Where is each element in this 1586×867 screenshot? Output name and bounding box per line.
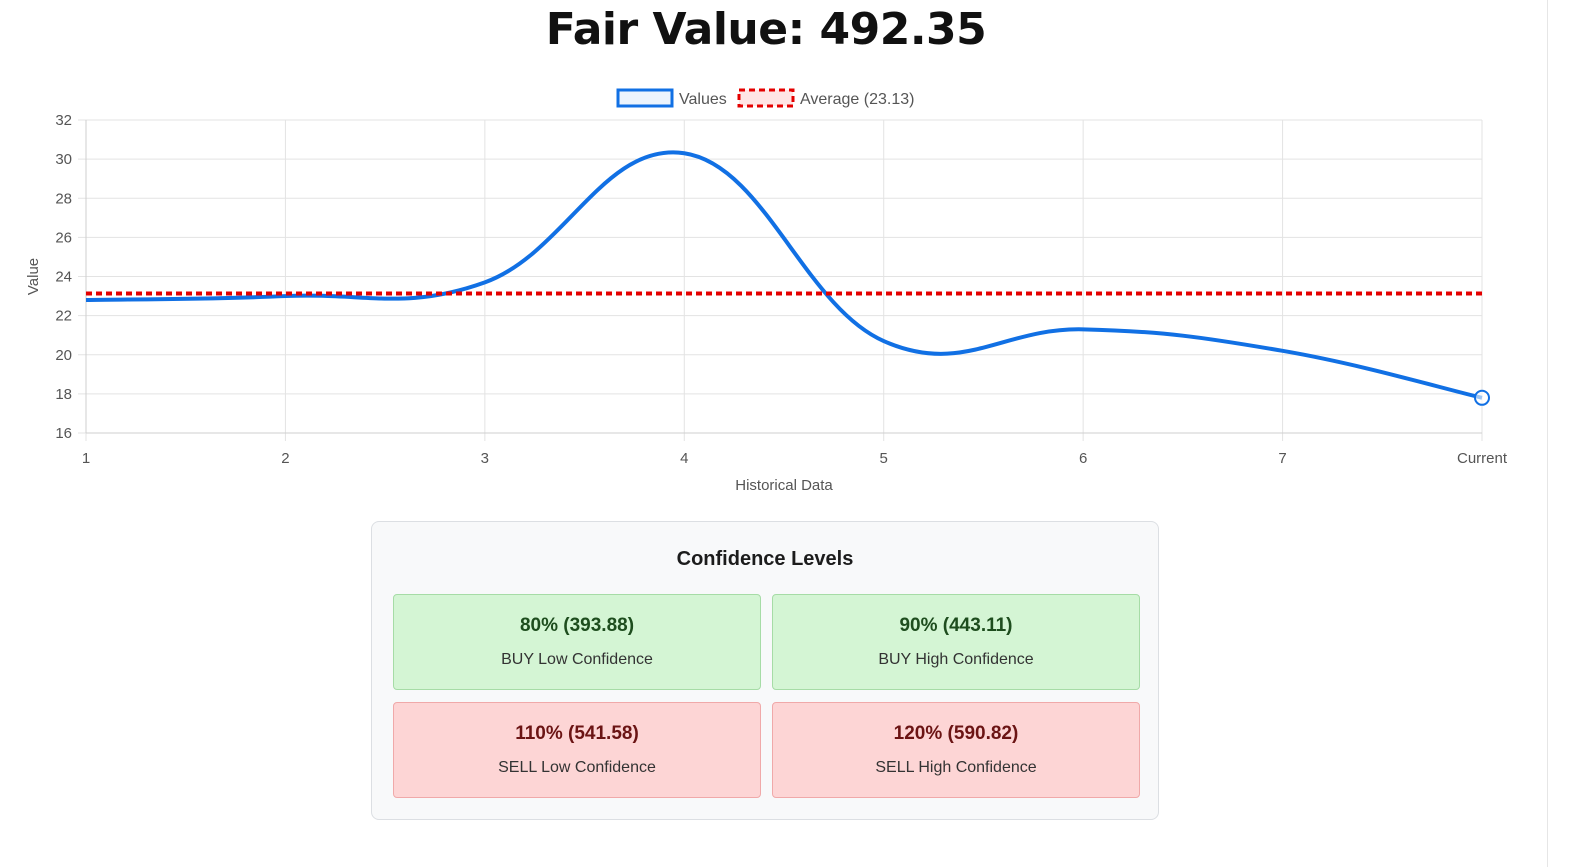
- y-tick-label: 18: [55, 386, 72, 403]
- data-point: [1474, 389, 1490, 406]
- y-tick-label: 32: [55, 112, 72, 129]
- x-tick-label: Current: [1457, 450, 1508, 467]
- y-tick-label: 20: [55, 347, 72, 364]
- x-tick-label: 7: [1278, 450, 1286, 467]
- buy-high-card: 90% (443.11) BUY High Confidence: [772, 594, 1140, 690]
- x-tick-label: 5: [880, 450, 888, 467]
- series-values-line: [85, 150, 1483, 400]
- sell-low-card: 110% (541.58) SELL Low Confidence: [393, 702, 761, 798]
- y-tick-label: 22: [55, 308, 72, 325]
- confidence-panel: Confidence Levels 80% (393.88) BUY Low C…: [371, 521, 1159, 820]
- scrollbar-track[interactable]: [1547, 0, 1548, 867]
- y-tick-label: 24: [55, 269, 72, 286]
- y-tick-label: 16: [55, 425, 72, 442]
- y-axis-title: Value: [25, 258, 42, 295]
- legend-label-values: Values: [679, 91, 727, 108]
- buy-low-value: 80% (393.88): [519, 615, 635, 636]
- page-title: Fair Value: 492.35: [545, 4, 987, 55]
- legend-label-average: Average (23.13): [800, 91, 914, 108]
- x-tick-label: 3: [481, 450, 489, 467]
- sell-low-value: 110% (541.58): [515, 723, 639, 744]
- sell-low-label: SELL Low Confidence: [498, 759, 656, 776]
- x-tick-label: 1: [82, 450, 90, 467]
- sell-high-label: SELL High Confidence: [875, 759, 1037, 776]
- sell-high-card: 120% (590.82) SELL High Confidence: [772, 702, 1140, 798]
- y-tick-label: 30: [55, 151, 72, 168]
- buy-high-label: BUY High Confidence: [878, 651, 1034, 668]
- vertical-scrollbar[interactable]: [1546, 0, 1586, 867]
- buy-low-card: 80% (393.88) BUY Low Confidence: [393, 594, 761, 690]
- x-tick-label: 2: [281, 450, 289, 467]
- y-tick-label: 28: [55, 190, 72, 207]
- sell-high-value: 120% (590.82): [893, 723, 1019, 744]
- legend-swatch-values: [616, 88, 674, 108]
- x-tick-label: 4: [680, 450, 688, 467]
- y-tick-label: 26: [55, 229, 72, 246]
- x-axis-title: Historical Data: [735, 477, 833, 494]
- line-chart: 16 18 20 22 24 26 28 30 32 1 2 3 4 5 6 7 Current Historic…: [25, 88, 1508, 494]
- buy-low-label: BUY Low Confidence: [501, 651, 653, 668]
- buy-high-value: 90% (443.11): [899, 615, 1013, 636]
- confidence-title: Confidence Levels: [676, 548, 854, 570]
- x-tick-label: 6: [1079, 450, 1087, 467]
- legend-swatch-average: [737, 88, 795, 108]
